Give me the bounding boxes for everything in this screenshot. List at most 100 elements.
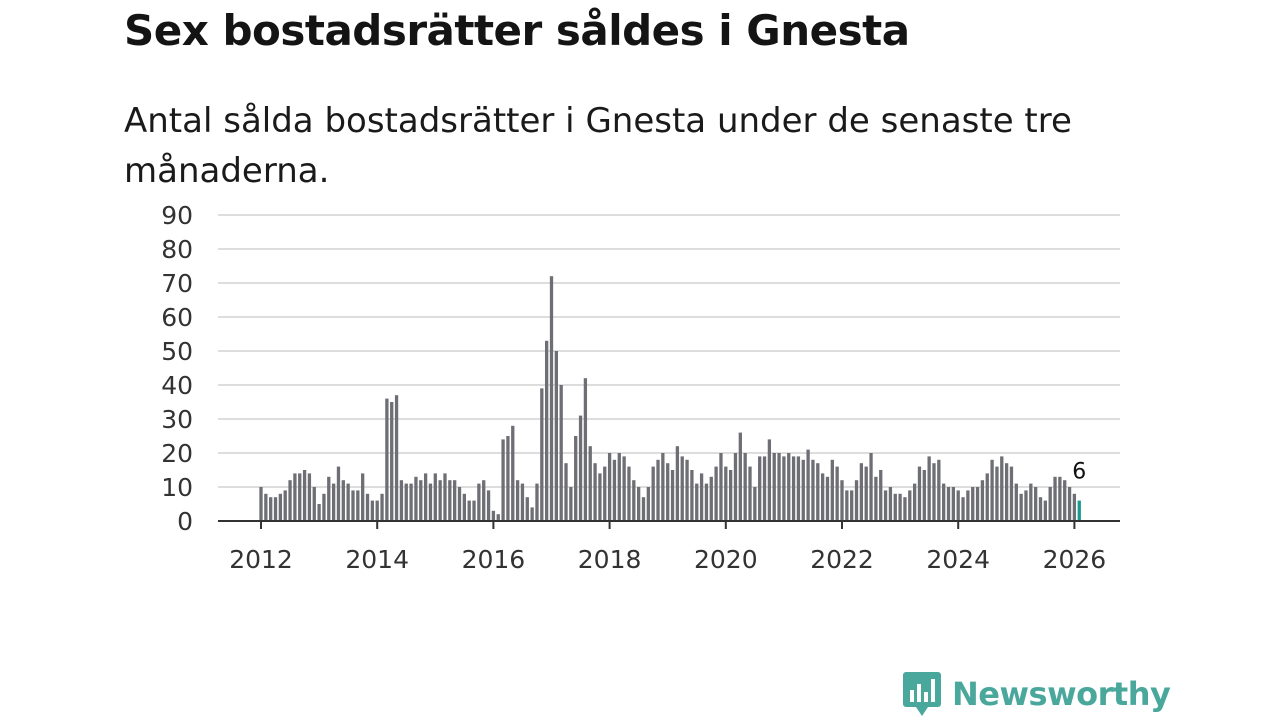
bar [409, 483, 413, 521]
bar [864, 466, 868, 521]
bar [908, 490, 912, 521]
bar [859, 463, 864, 521]
bar [390, 402, 394, 521]
bar [564, 463, 568, 521]
x-tick-label: 2022 [810, 545, 874, 574]
bar [966, 490, 970, 521]
bar [341, 480, 345, 521]
bar [496, 514, 500, 521]
bar [666, 463, 670, 521]
bar [728, 470, 733, 521]
bar [443, 473, 447, 521]
y-tick-label: 80 [161, 235, 193, 264]
y-tick-label: 60 [161, 303, 193, 332]
bar [690, 470, 694, 521]
y-tick-label: 50 [161, 337, 193, 366]
bar [365, 493, 370, 521]
bar [419, 480, 423, 521]
bar [312, 487, 316, 521]
bar [699, 473, 704, 521]
chart-title: Sex bostadsrätter såldes i Gnesta [124, 6, 910, 55]
bar [302, 470, 307, 521]
bar [283, 490, 287, 521]
y-tick-label: 30 [161, 405, 193, 434]
bar [971, 487, 975, 521]
newsworthy-logo-icon [903, 672, 941, 716]
bar [457, 487, 462, 521]
bar [423, 473, 428, 521]
bar [399, 480, 404, 521]
bar [336, 466, 341, 521]
bar [1009, 466, 1014, 521]
x-tick-label: 2018 [578, 545, 642, 574]
bar [845, 490, 849, 521]
bar [612, 459, 617, 521]
x-tick-label: 2012 [229, 545, 293, 574]
bar [549, 276, 554, 521]
bar [637, 487, 641, 521]
bar [375, 500, 379, 521]
x-tick-label: 2020 [694, 545, 758, 574]
bar [1048, 487, 1052, 521]
x-tick-label: 2014 [345, 545, 409, 574]
bar [404, 483, 408, 521]
bar [331, 483, 336, 521]
bar [956, 490, 960, 521]
bar [370, 500, 375, 521]
bar [714, 466, 718, 521]
bar [482, 480, 486, 521]
bar [607, 453, 612, 521]
bar [951, 487, 956, 521]
bar [641, 497, 646, 521]
bar [288, 480, 292, 521]
bar-highlight [1077, 500, 1081, 521]
last-value-label: 6 [1072, 460, 1086, 485]
bar [777, 453, 781, 521]
bar [1000, 456, 1004, 521]
bar [428, 483, 433, 521]
bar [491, 510, 496, 521]
bar [840, 480, 844, 521]
bar [477, 483, 481, 521]
bar [879, 470, 883, 521]
bar [753, 487, 757, 521]
y-tick-label: 20 [161, 439, 193, 468]
bar [322, 493, 326, 521]
bar [298, 473, 302, 521]
bar [932, 463, 936, 521]
y-axis-ticks: 0 10 20 30 40 50 60 70 80 90 [161, 201, 193, 536]
bar [675, 446, 680, 521]
bar [811, 459, 815, 521]
bar [854, 480, 859, 521]
bar [569, 487, 573, 521]
y-tick-label: 70 [161, 269, 193, 298]
bar [506, 436, 510, 521]
x-axis-ticks: 2012 2014 2016 2018 2020 2022 2024 2026 [229, 521, 1106, 574]
bar [1063, 480, 1067, 521]
bar [801, 459, 805, 521]
bar [772, 453, 776, 521]
bar [995, 466, 999, 521]
bar [554, 351, 558, 521]
bar [293, 473, 297, 521]
bar [317, 504, 321, 521]
bar [670, 470, 675, 521]
bar [961, 497, 965, 521]
bar [748, 466, 752, 521]
bar [743, 453, 747, 521]
bar [1004, 463, 1009, 521]
bar [685, 459, 689, 521]
bar [1029, 483, 1033, 521]
bar [825, 476, 830, 521]
bar [593, 463, 597, 521]
bar [651, 466, 655, 521]
bar [530, 507, 534, 521]
bar [588, 446, 592, 521]
bar [704, 483, 709, 521]
bar [278, 493, 283, 521]
bar [438, 480, 442, 521]
bar [414, 476, 418, 521]
bar [787, 453, 791, 521]
bar [627, 466, 631, 521]
bar [816, 463, 820, 521]
